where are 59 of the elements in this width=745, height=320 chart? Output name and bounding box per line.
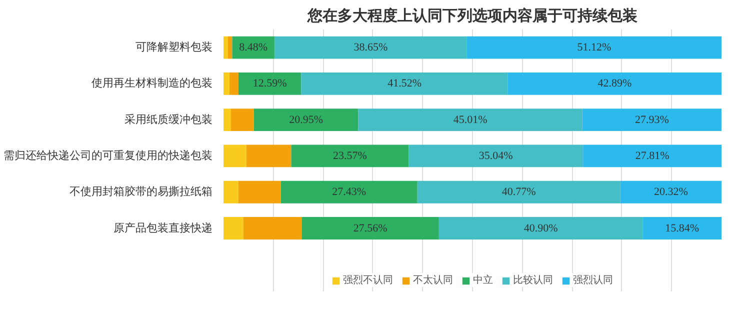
legend-label: 不太认同 (413, 274, 453, 287)
bar (620, 180, 722, 204)
y-tick-label: 可降解塑料包装 (136, 40, 212, 54)
bar (301, 72, 508, 95)
data-label: 20.32% (654, 186, 688, 198)
y-tick-label: 需归还给快递公司的可重复使用的快递包装 (4, 148, 212, 162)
bar (246, 144, 292, 168)
y-tick-label: 使用再生材料制造的包装 (92, 76, 212, 90)
bar (224, 72, 230, 95)
data-label: 51.12% (577, 42, 612, 54)
bar (228, 36, 232, 59)
legend-label: 比较认同 (513, 274, 553, 287)
bar (291, 144, 409, 168)
bar (408, 144, 584, 168)
bar (224, 144, 246, 168)
bar (280, 180, 418, 204)
data-label: 8.48% (239, 42, 268, 54)
data-label: 45.01% (453, 114, 488, 126)
bar (438, 217, 643, 240)
legend-label: 强烈不认同 (343, 274, 393, 287)
bar (583, 144, 722, 168)
bar (508, 72, 722, 95)
bar (358, 108, 582, 132)
bar (224, 36, 228, 59)
data-label: 35.04% (478, 150, 513, 162)
bar (224, 108, 231, 132)
data-label: 15.84% (665, 222, 700, 234)
y-tick-label: 采用纸质缓冲包装 (124, 112, 212, 126)
bar (582, 108, 722, 132)
data-label: 12.59% (252, 78, 287, 90)
bar (274, 36, 467, 59)
data-label: 41.52% (388, 78, 422, 90)
data-label: 40.77% (502, 186, 536, 198)
legend-label: 中立 (473, 274, 493, 287)
bar (466, 36, 722, 59)
bar (229, 72, 238, 95)
bar (642, 217, 722, 240)
y-tick-label: 不使用封箱胶带的易撕拉纸箱 (70, 185, 212, 198)
data-label: 27.56% (353, 222, 388, 234)
bar (417, 180, 620, 204)
data-label: 27.93% (634, 114, 669, 126)
bar (230, 108, 254, 132)
data-label: 40.90% (524, 222, 558, 234)
bar (254, 108, 358, 132)
data-label: 20.95% (289, 114, 324, 126)
data-label: 23.57% (332, 150, 367, 162)
data-label: 42.89% (598, 78, 632, 90)
data-label: 27.43% (332, 186, 366, 198)
data-label: 27.81% (635, 150, 670, 162)
bar (238, 72, 302, 95)
data-label: 38.65% (354, 42, 388, 54)
bar (224, 217, 244, 240)
bar (238, 180, 281, 204)
legend-label: 强烈认同 (573, 274, 613, 287)
bar (224, 180, 238, 204)
y-tick-label: 原产品包装直接快递 (114, 221, 212, 234)
chart-title: 您在多大程度上认同下列选项内容属于可持续包装 (306, 6, 638, 24)
bar (302, 217, 439, 240)
bar (243, 217, 302, 240)
